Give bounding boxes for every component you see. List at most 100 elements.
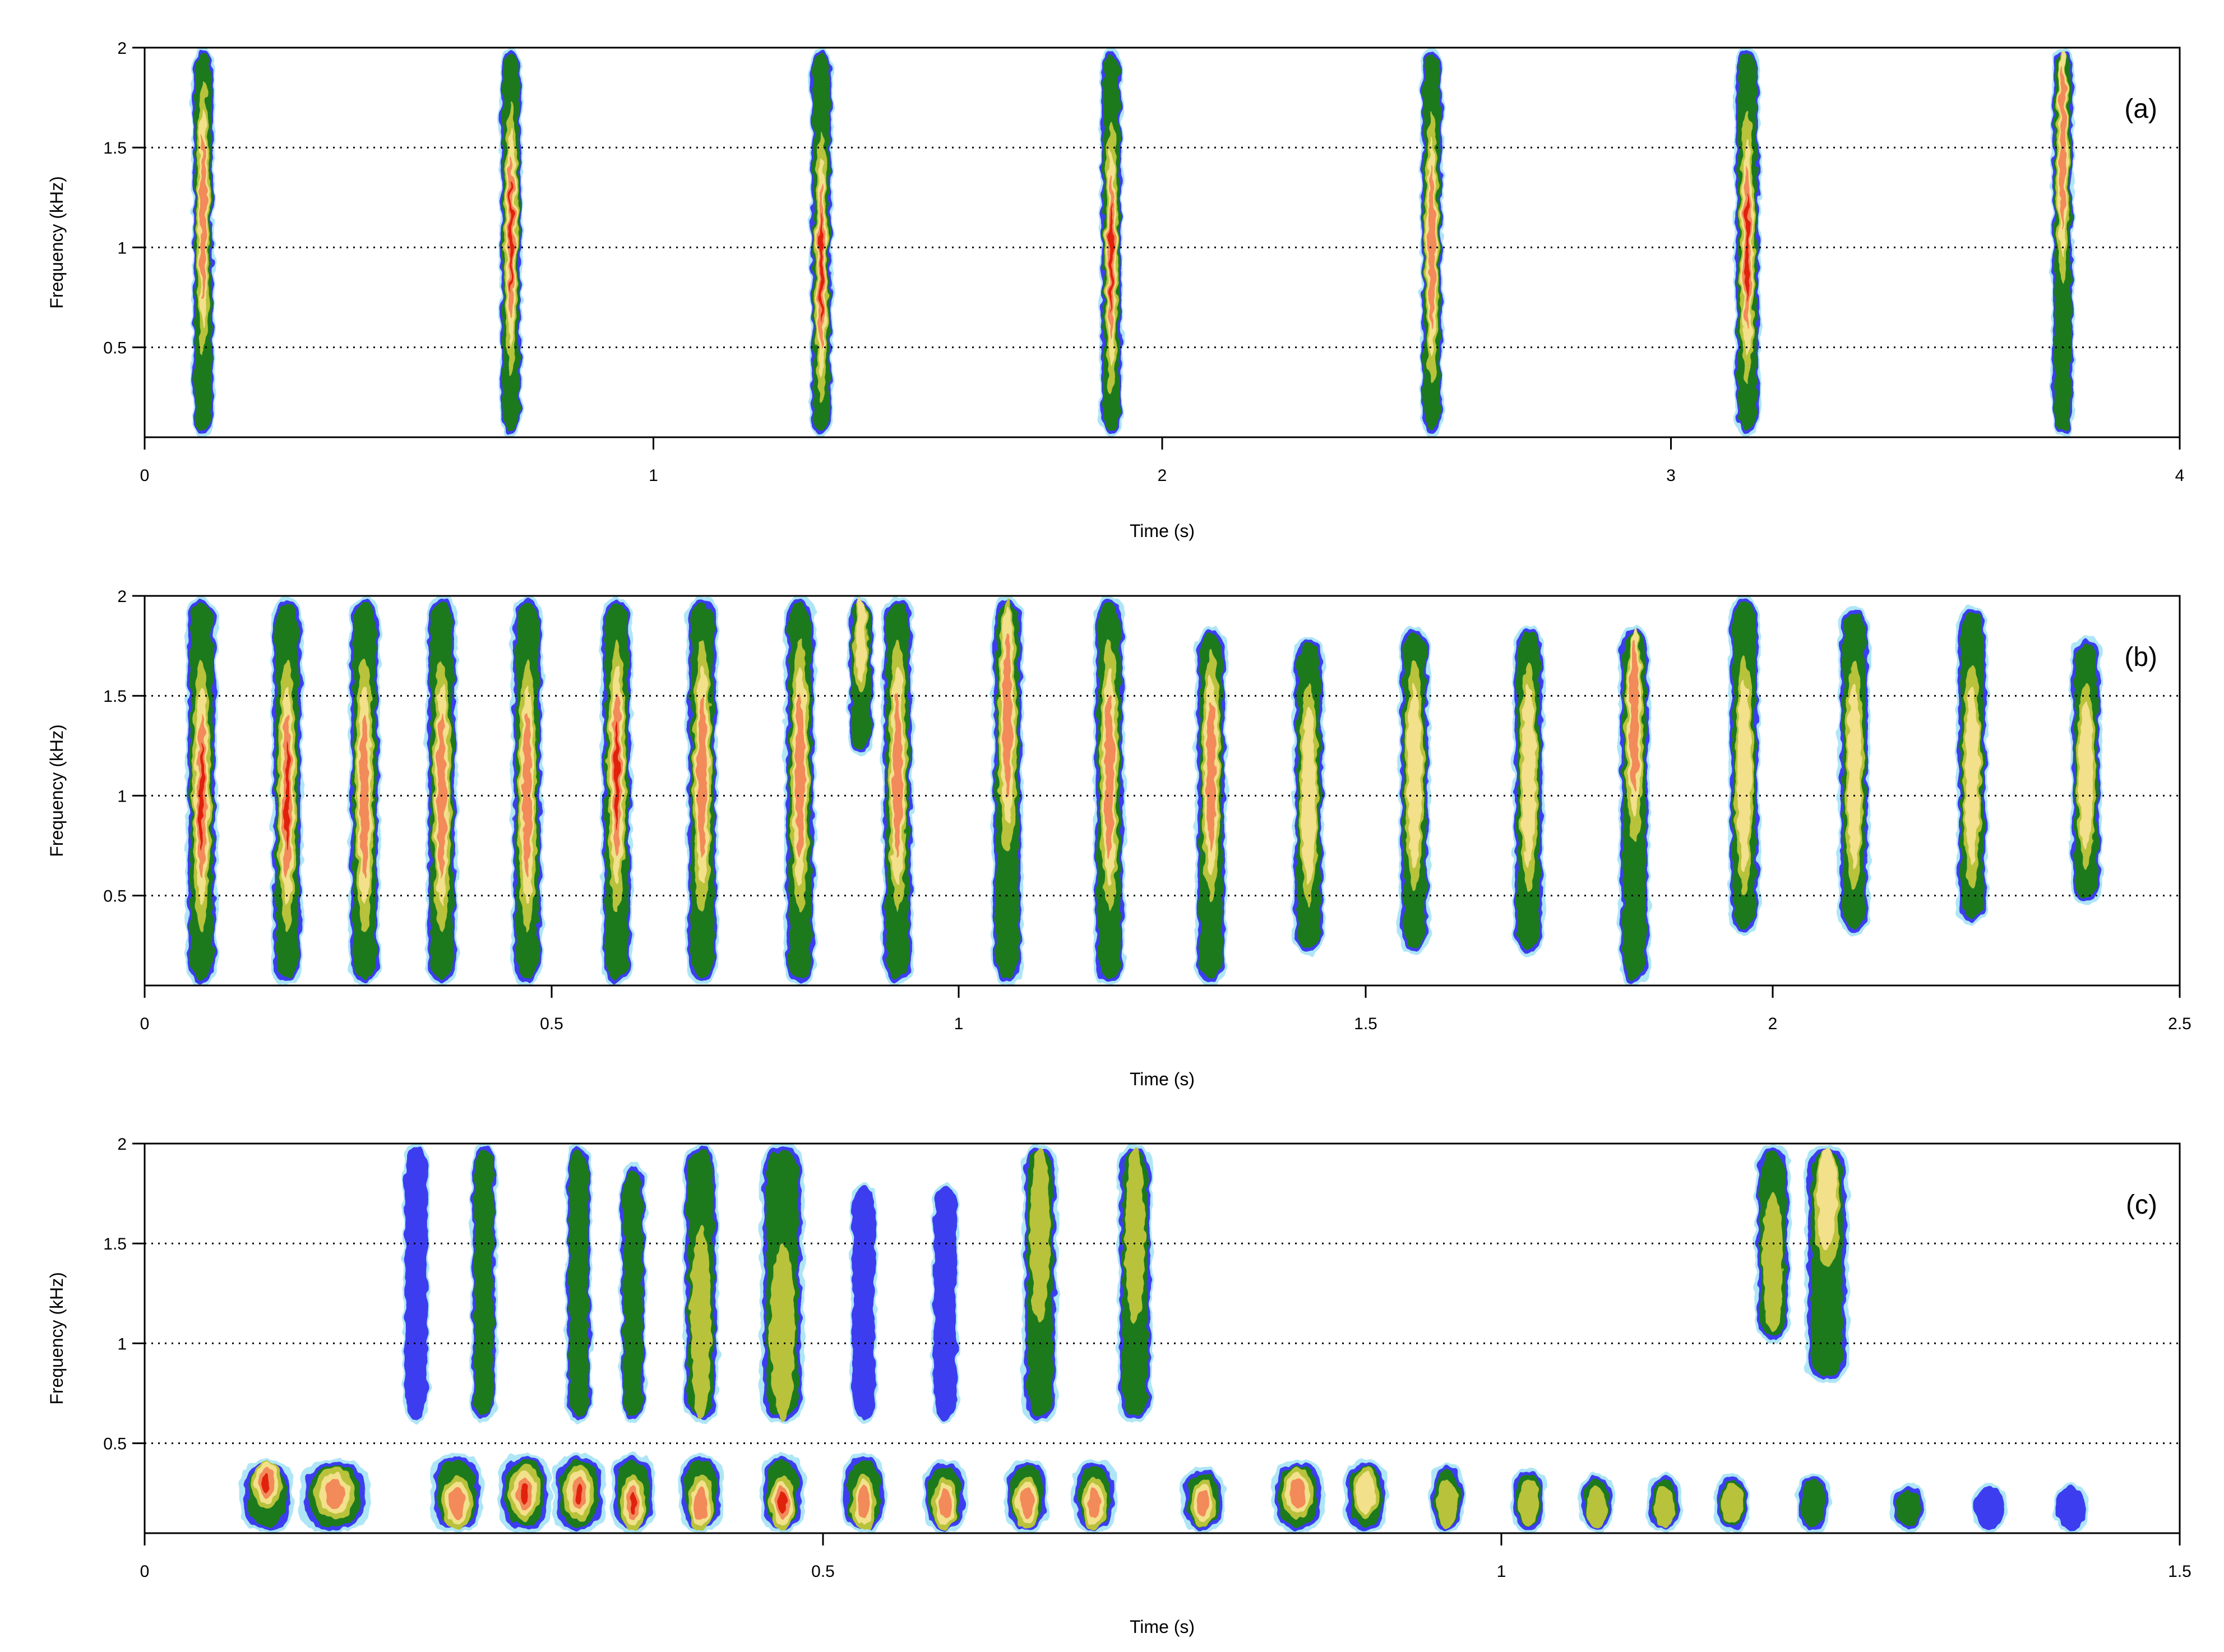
y-tick-label: 1 [117, 1335, 127, 1353]
call-event [1117, 1144, 1153, 1423]
call-event [923, 1459, 968, 1533]
call-event [1513, 626, 1545, 956]
call-event [1805, 1144, 1850, 1383]
call-core [1407, 683, 1422, 868]
call-core [820, 212, 823, 322]
call-event [760, 1144, 804, 1423]
call-core [1020, 1487, 1033, 1519]
call-core [938, 1487, 952, 1519]
call-event [1022, 1144, 1058, 1423]
call-core [857, 1486, 870, 1520]
call-event [1728, 596, 1760, 936]
call-event [760, 1453, 804, 1533]
call-contour [474, 1150, 493, 1417]
call-core [1088, 1487, 1101, 1519]
x-tick-label: 1.5 [1354, 1015, 1377, 1033]
call-event [2053, 1483, 2089, 1533]
call-core [1847, 683, 1861, 868]
y-tick-label: 1.5 [103, 139, 127, 158]
call-core [1722, 1482, 1742, 1524]
call-core [1125, 1146, 1145, 1322]
call-contour [623, 1170, 643, 1417]
x-tick-label: 0 [140, 1015, 150, 1033]
panel-a: 0 1 2 3 4 0.5 1 1.5 2 Time (s) Frequency (kHz) (a) [47, 39, 2184, 541]
call-contour [852, 1187, 875, 1420]
panel-label: (b) [2124, 642, 2157, 672]
call-event [932, 1183, 959, 1423]
call-event [1072, 1459, 1117, 1533]
call-core [855, 598, 867, 681]
call-event [511, 596, 543, 985]
x-axis-title: Time (s) [1130, 521, 1195, 541]
call-event [1429, 1463, 1465, 1533]
call-contour [1895, 1489, 1921, 1526]
call-event [1271, 1459, 1325, 1533]
call-event [1510, 1467, 1546, 1533]
call-core [1522, 683, 1536, 868]
call-event [850, 1183, 877, 1423]
plot-frame [144, 1142, 2181, 1534]
call-core [779, 1492, 786, 1515]
call-event [271, 596, 303, 985]
call-event [1714, 1473, 1750, 1533]
call-event [678, 1453, 723, 1533]
call-event [619, 1163, 646, 1423]
call-core [630, 1492, 636, 1515]
x-tick-label: 2.5 [2168, 1015, 2191, 1033]
call-event [1890, 1483, 1926, 1533]
call-event [991, 596, 1024, 985]
x-tick-label: 0.5 [811, 1562, 835, 1581]
call-contour [933, 1187, 957, 1420]
call-core [697, 693, 707, 858]
call-core [1737, 681, 1751, 871]
call-core [1817, 1146, 1837, 1251]
panel-b: 0 0.5 1 1.5 2 2.5 0.5 1 1.5 2 Time (s) Frequency (k… [47, 587, 2191, 1089]
call-event [430, 1453, 483, 1533]
call-core [795, 693, 804, 858]
call-event [1578, 1473, 1614, 1533]
call-event [611, 1453, 655, 1533]
call-event [881, 596, 914, 985]
call-event [240, 1459, 293, 1533]
call-event [1972, 1483, 2008, 1533]
call-event [841, 1453, 886, 1533]
call-event [299, 1459, 370, 1533]
call-event [191, 48, 215, 437]
call-core [1965, 686, 1979, 866]
y-tick-label: 0.5 [103, 339, 127, 358]
call-core [200, 135, 207, 299]
call-core [2079, 700, 2093, 852]
y-tick-label: 2 [117, 1135, 127, 1154]
y-tick-label: 1 [117, 787, 127, 806]
call-contour [1801, 1480, 1827, 1526]
call-core [1654, 1486, 1675, 1529]
call-event [1734, 48, 1761, 437]
call-contour [404, 1147, 428, 1420]
call-event [1618, 626, 1650, 985]
call-core [199, 741, 204, 850]
x-tick-label: 4 [2175, 466, 2185, 485]
panel-label: (a) [2124, 94, 2157, 124]
call-event [348, 596, 381, 985]
call-event [186, 596, 218, 985]
call-event [686, 596, 718, 985]
call-core [1196, 1489, 1209, 1517]
x-axis-title: Time (s) [1130, 1617, 1195, 1637]
call-event [1838, 605, 1870, 936]
call-event [1099, 48, 1123, 437]
x-tick-label: 0 [140, 466, 150, 485]
x-tick-label: 1 [649, 466, 658, 485]
panel-label: (c) [2126, 1190, 2157, 1220]
call-event [499, 48, 523, 437]
call-core [359, 714, 369, 878]
call-core [1206, 700, 1216, 852]
y-tick-label: 1.5 [103, 687, 127, 706]
call-core [523, 714, 532, 878]
call-event [1195, 626, 1227, 985]
call-event [683, 1144, 719, 1423]
x-tick-label: 0.5 [540, 1015, 563, 1033]
call-core [1003, 633, 1012, 798]
call-event [470, 1144, 497, 1423]
call-event [498, 1453, 551, 1533]
